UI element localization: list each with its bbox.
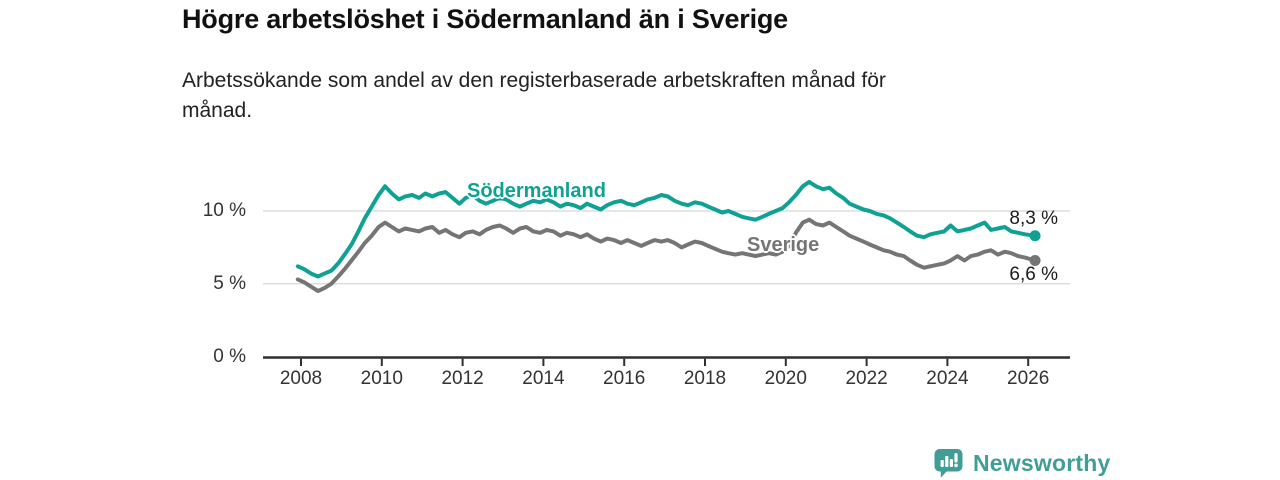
x-tick-label: 2018 xyxy=(683,368,727,389)
newsworthy-logo: Newsworthy xyxy=(933,447,1110,479)
end-value-label-sverige: 6,6 % xyxy=(1009,264,1058,285)
x-tick-label: 2008 xyxy=(279,368,323,389)
y-tick-label: 10 % xyxy=(202,200,246,221)
newsworthy-logo-icon xyxy=(934,448,963,478)
x-tick-label: 2012 xyxy=(441,368,484,389)
x-tick-label: 2020 xyxy=(764,368,807,389)
x-tick-label: 2014 xyxy=(522,368,565,389)
x-tick-label: 2022 xyxy=(845,368,888,389)
series-label-sodermanland: Södermanland xyxy=(467,180,606,202)
chart-subtitle-line2: månad. xyxy=(182,99,253,122)
chart-subtitle: Arbetssökande som andel av den registerb… xyxy=(182,66,1082,126)
x-tick-label: 2010 xyxy=(360,368,403,389)
newsworthy-logo-text: Newsworthy xyxy=(973,449,1111,476)
y-tick-label: 5 % xyxy=(213,272,246,294)
x-tick-label: 2024 xyxy=(926,368,969,389)
page-title: Högre arbetslöshet i Södermanland än i S… xyxy=(182,4,788,34)
y-tick-label: 0 % xyxy=(213,345,246,367)
end-value-label-sodermanland: 8,3 % xyxy=(1009,208,1058,229)
x-tick-label: 2026 xyxy=(1007,368,1050,389)
chart-subtitle-line1: Arbetssökande som andel av den registerb… xyxy=(182,69,886,92)
series-end-dot-södermanland xyxy=(1029,230,1041,242)
series-line-sverige xyxy=(295,217,1038,293)
x-tick-label: 2016 xyxy=(603,368,646,389)
series-label-sverige: Sverige xyxy=(747,234,820,256)
series-line-södermanland xyxy=(295,179,1038,279)
